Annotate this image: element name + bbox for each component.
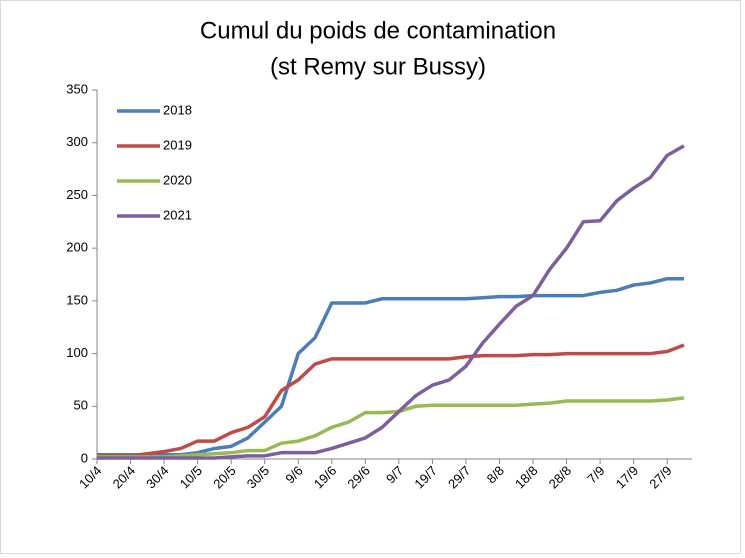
y-tick-label: 250 bbox=[66, 187, 88, 202]
legend-label: 2020 bbox=[163, 172, 192, 187]
y-tick-label: 100 bbox=[66, 345, 88, 360]
y-tick-label: 150 bbox=[66, 292, 88, 307]
chart-subtitle: (st Remy sur Bussy) bbox=[270, 53, 486, 80]
y-tick-label: 300 bbox=[66, 134, 88, 149]
series-line bbox=[97, 343, 685, 458]
y-tick-label: 50 bbox=[74, 398, 88, 413]
y-tick-label: 200 bbox=[66, 240, 88, 255]
series-line bbox=[97, 396, 685, 459]
legend-label: 2019 bbox=[163, 137, 192, 152]
legend-label: 2021 bbox=[163, 207, 192, 222]
y-tick-label: 0 bbox=[81, 450, 88, 465]
series-line bbox=[97, 144, 685, 460]
series-line bbox=[97, 276, 684, 457]
y-tick-label: 350 bbox=[66, 81, 88, 96]
chart-title: Cumul du poids de contamination bbox=[200, 17, 556, 44]
legend-label: 2018 bbox=[163, 102, 192, 117]
